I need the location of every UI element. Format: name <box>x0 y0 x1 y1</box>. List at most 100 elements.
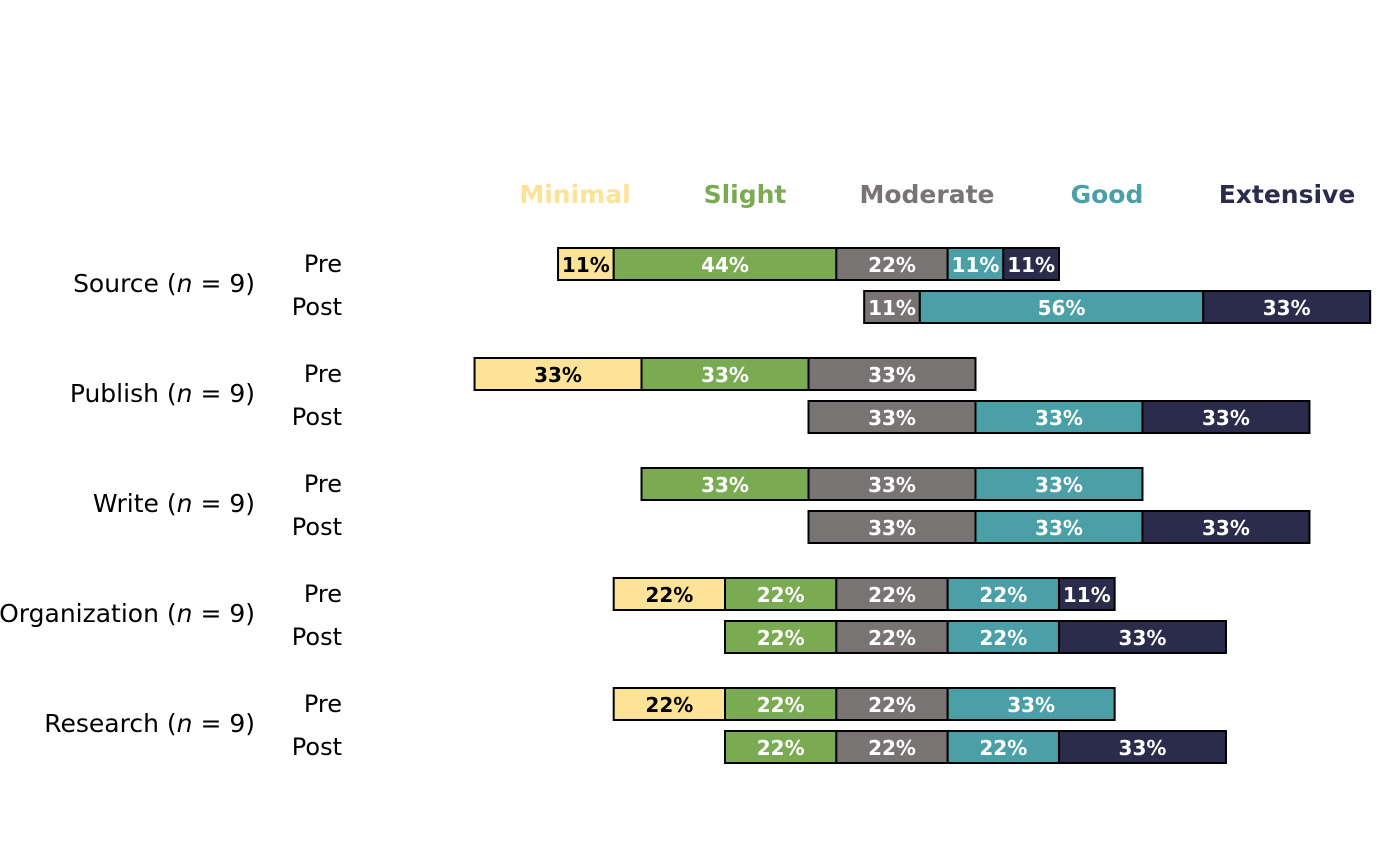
bar-segment-extensive <box>1057 730 1227 764</box>
bar-segment-minimal <box>557 247 615 281</box>
data-label: 33% <box>1202 516 1250 540</box>
data-label: 33% <box>701 473 749 497</box>
data-label: 33% <box>868 516 916 540</box>
bar-segment-extensive <box>1057 620 1227 654</box>
data-label: 33% <box>1035 516 1083 540</box>
row-publish-pre: Pre 33% 33% 33% <box>304 357 977 391</box>
data-label: 44% <box>701 253 749 277</box>
bar-segment-good <box>946 730 1060 764</box>
data-label: 11% <box>1063 583 1111 607</box>
data-label: 11% <box>952 253 1000 277</box>
bar-segment-moderate <box>807 357 977 391</box>
bar-segment-moderate <box>835 620 949 654</box>
bar-segment-moderate <box>807 400 977 434</box>
row-label: Post <box>292 513 342 541</box>
data-label: 11% <box>562 253 610 277</box>
bar-segment-extensive <box>1141 400 1311 434</box>
bar-segment-extensive <box>1202 290 1372 324</box>
bar-segment-good <box>918 290 1205 324</box>
group-label: Publish (n = 9) <box>70 379 255 408</box>
data-label: 33% <box>1202 406 1250 430</box>
row-write-post: Post 33% 33% 33% <box>292 510 1311 544</box>
bar-segment-slight <box>724 687 838 721</box>
bar-segment-good <box>946 687 1116 721</box>
data-label: 33% <box>534 363 582 387</box>
data-label: 22% <box>979 583 1027 607</box>
row-write-pre: Pre 33% 33% 33% <box>304 467 1144 501</box>
row-organization-pre: Pre 22% 22% 22% 22% 11% <box>304 577 1116 611</box>
row-label: Pre <box>304 470 342 498</box>
bar-segment-minimal <box>473 357 643 391</box>
data-label: 33% <box>868 363 916 387</box>
bar-segment-moderate <box>835 247 949 281</box>
row-research-pre: Pre 22% 22% 22% 33% <box>304 687 1116 721</box>
data-label: 22% <box>979 736 1027 760</box>
legend-item-slight: Slight <box>704 180 787 209</box>
bar-segment-good <box>974 467 1144 501</box>
row-label: Post <box>292 293 342 321</box>
legend-item-good: Good <box>1071 180 1144 209</box>
data-label: 22% <box>868 253 916 277</box>
group-publish: Publish (n = 9) Pre 33% 33% 33% Post 33% 33% 33% <box>70 357 1311 434</box>
data-label: 56% <box>1038 296 1086 320</box>
data-label: 33% <box>868 406 916 430</box>
row-source-pre: Pre 11% 44% 22% 11% 11% <box>304 247 1060 281</box>
data-label: 33% <box>1263 296 1311 320</box>
row-label: Post <box>292 733 342 761</box>
legend-item-extensive: Extensive <box>1219 180 1356 209</box>
group-label: Research (n = 9) <box>44 709 255 738</box>
data-label: 22% <box>757 693 805 717</box>
data-label: 33% <box>1119 626 1167 650</box>
group-source: Source (n = 9) Pre 11% 44% 22% 11% 11% Post 11% 5… <box>73 247 1372 324</box>
row-source-post: Post 11% 56% 33% <box>292 290 1372 324</box>
row-research-post: Post 22% 22% 22% 33% <box>292 730 1227 764</box>
bar-segment-minimal <box>612 577 727 611</box>
bar-segment-good <box>974 400 1144 434</box>
bar-segment-slight <box>612 247 838 281</box>
data-label: 22% <box>979 626 1027 650</box>
bar-segment-slight <box>724 577 838 611</box>
data-label: 33% <box>1035 473 1083 497</box>
row-label: Pre <box>304 250 342 278</box>
data-label: 33% <box>1119 736 1167 760</box>
bar-segment-slight <box>640 357 810 391</box>
group-write: Write (n = 9) Pre 33% 33% 33% Post 33% 33% 33% <box>93 467 1311 544</box>
data-label: 33% <box>1007 693 1055 717</box>
data-label: 22% <box>868 583 916 607</box>
data-label: 22% <box>757 583 805 607</box>
data-label: 11% <box>1007 253 1055 277</box>
legend-item-minimal: Minimal <box>519 180 630 209</box>
bar-segment-moderate <box>807 467 977 501</box>
bar-segment-slight <box>724 730 838 764</box>
row-label: Pre <box>304 360 342 388</box>
group-label: Organization (n = 9) <box>0 599 255 628</box>
bar-segment-extensive <box>1002 247 1060 281</box>
row-label: Pre <box>304 690 342 718</box>
row-publish-post: Post 33% 33% 33% <box>292 400 1311 434</box>
bar-segment-good <box>974 510 1144 544</box>
group-organization: Organization (n = 9) Pre 22% 22% 22% 22% 11% Po… <box>0 577 1227 654</box>
row-label: Pre <box>304 580 342 608</box>
data-label: 11% <box>868 296 916 320</box>
row-organization-post: Post 22% 22% 22% 33% <box>292 620 1227 654</box>
data-label: 33% <box>1035 406 1083 430</box>
data-label: 33% <box>868 473 916 497</box>
group-research: Research (n = 9) Pre 22% 22% 22% 33% Post 22% 22… <box>44 687 1227 764</box>
data-label: 22% <box>868 736 916 760</box>
data-label: 22% <box>645 583 693 607</box>
row-label: Post <box>292 623 342 651</box>
data-label: 33% <box>701 363 749 387</box>
data-label: 22% <box>757 736 805 760</box>
bar-segment-extensive <box>1141 510 1311 544</box>
group-label: Source (n = 9) <box>73 269 255 298</box>
bar-groups: Source (n = 9) Pre 11% 44% 22% 11% 11% Post 11% 5… <box>0 247 1372 764</box>
data-label: 22% <box>645 693 693 717</box>
data-label: 22% <box>757 626 805 650</box>
row-label: Post <box>292 403 342 431</box>
data-label: 22% <box>868 693 916 717</box>
bar-segment-moderate <box>835 730 949 764</box>
bar-segment-moderate <box>835 577 949 611</box>
bar-segment-good <box>946 620 1060 654</box>
legend-item-moderate: Moderate <box>859 180 994 209</box>
